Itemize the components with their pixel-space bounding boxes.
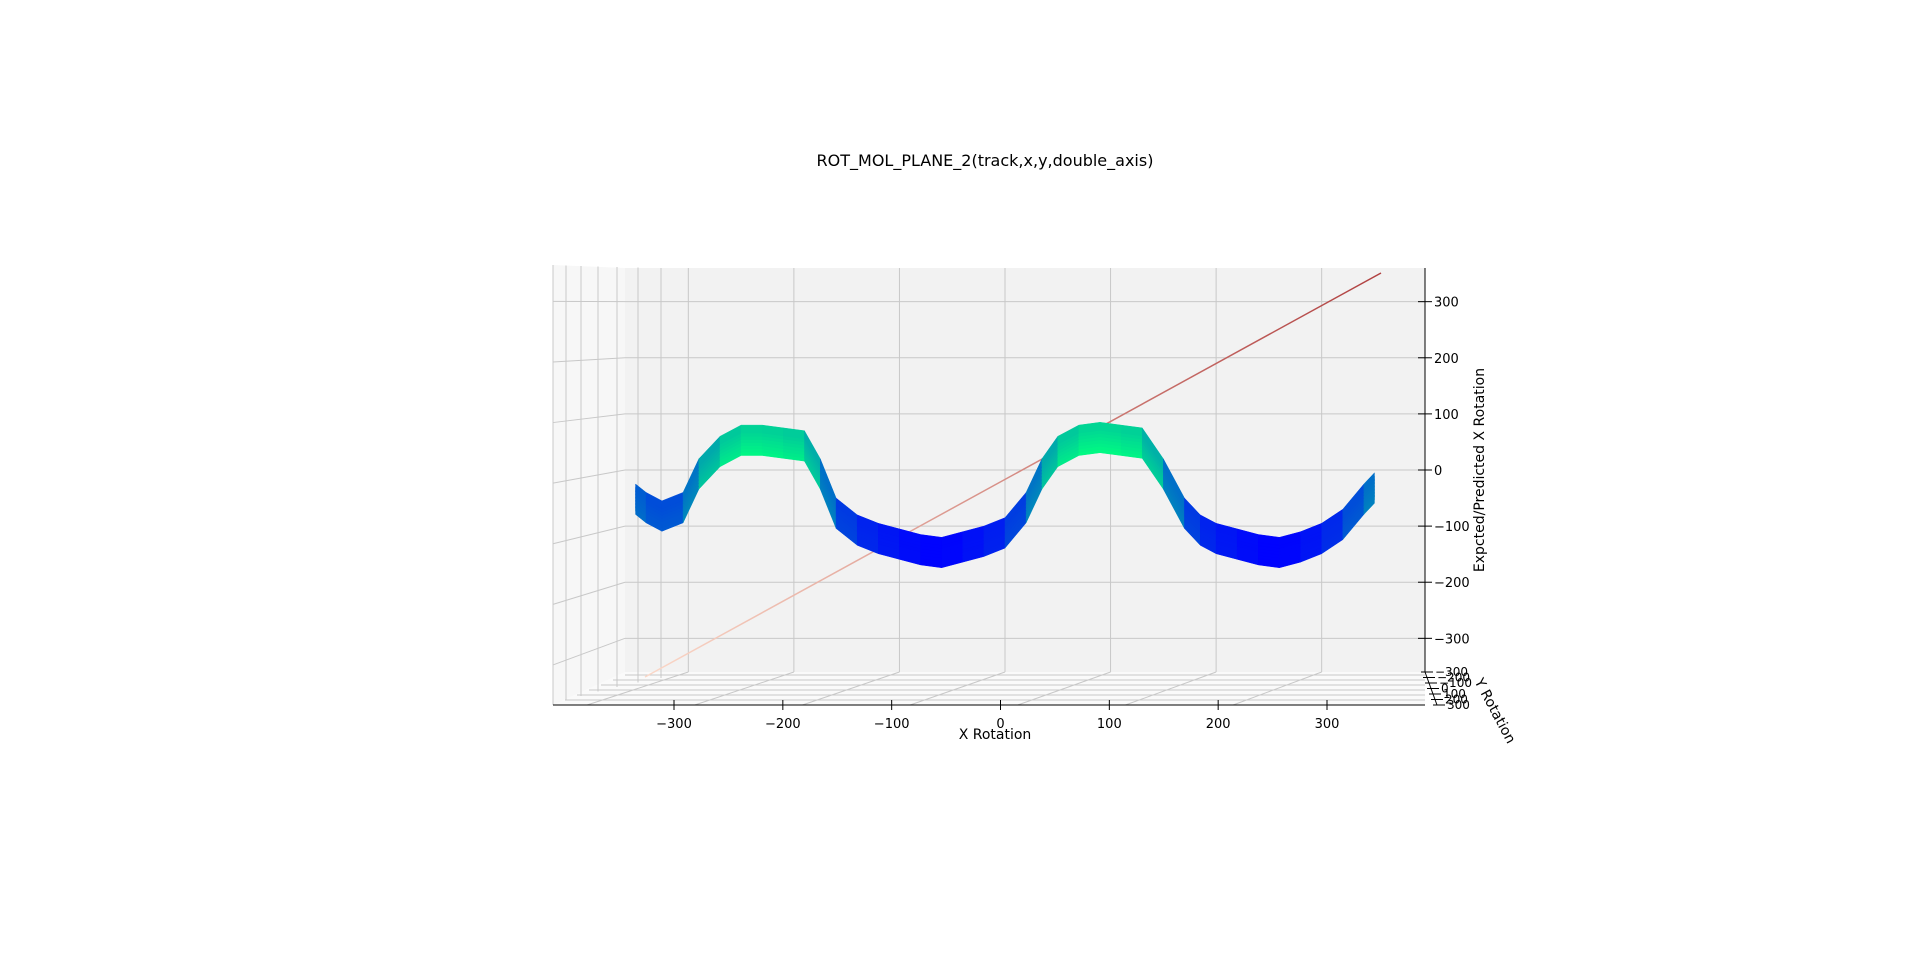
x-axis: −300 −200 −100 0 100 200 300 — [553, 700, 1425, 732]
y-tick-label: −300 — [1435, 665, 1468, 679]
z-left-gridline — [552, 413, 626, 424]
z-axis-label: Expcted/Predicted X Rotation — [1472, 368, 1488, 572]
y-tick-label: 0 — [1441, 682, 1449, 696]
z-tick-label: 100 — [1434, 408, 1459, 423]
x-tick-label: −100 — [874, 717, 910, 732]
z-left-gridline — [552, 637, 626, 666]
z-left-gridline — [552, 469, 626, 484]
x-tick-label: −300 — [656, 717, 692, 732]
z-tick-label: −200 — [1434, 576, 1470, 591]
z-tick-label: −300 — [1434, 632, 1470, 647]
surface-facet — [1363, 472, 1375, 493]
x-tick-label: 300 — [1315, 717, 1340, 732]
z-tick-label: −100 — [1434, 520, 1470, 535]
y-tick-label: 300 — [1447, 698, 1470, 712]
x-tick-label: 0 — [996, 717, 1004, 732]
identity-line-stroke — [644, 272, 1382, 678]
z-tick-label: 0 — [1434, 464, 1442, 479]
y-tick-label: 100 — [1443, 687, 1466, 701]
y-axis-label: Y Rotation — [1470, 675, 1518, 747]
z-axis: 300 200 100 0 −100 −200 −300 — [1418, 268, 1470, 672]
x-axis-label: X Rotation — [959, 727, 1032, 743]
y-tick-label: −100 — [1439, 676, 1472, 690]
chart-title: ROT_MOL_PLANE_2(track,x,y,double_axis) — [817, 151, 1154, 171]
surface-facet — [740, 424, 763, 434]
z-left-gridline — [552, 581, 626, 605]
grid-lines — [552, 265, 1425, 706]
z-left-gridline — [552, 357, 626, 363]
surface — [635, 422, 1375, 569]
x-tick-label: −200 — [765, 717, 801, 732]
x-tick-label: 200 — [1206, 717, 1231, 732]
left-wall — [553, 265, 625, 705]
identity-line — [644, 272, 1382, 678]
y-tick-label: −200 — [1437, 671, 1470, 685]
y-tick-label: 200 — [1445, 693, 1468, 707]
x-tick-label: 100 — [1097, 717, 1122, 732]
z-left-gridline — [552, 525, 626, 545]
z-tick-label: 200 — [1434, 352, 1459, 367]
left-wall-pane — [553, 265, 625, 705]
z-tick-label: 300 — [1434, 296, 1459, 311]
